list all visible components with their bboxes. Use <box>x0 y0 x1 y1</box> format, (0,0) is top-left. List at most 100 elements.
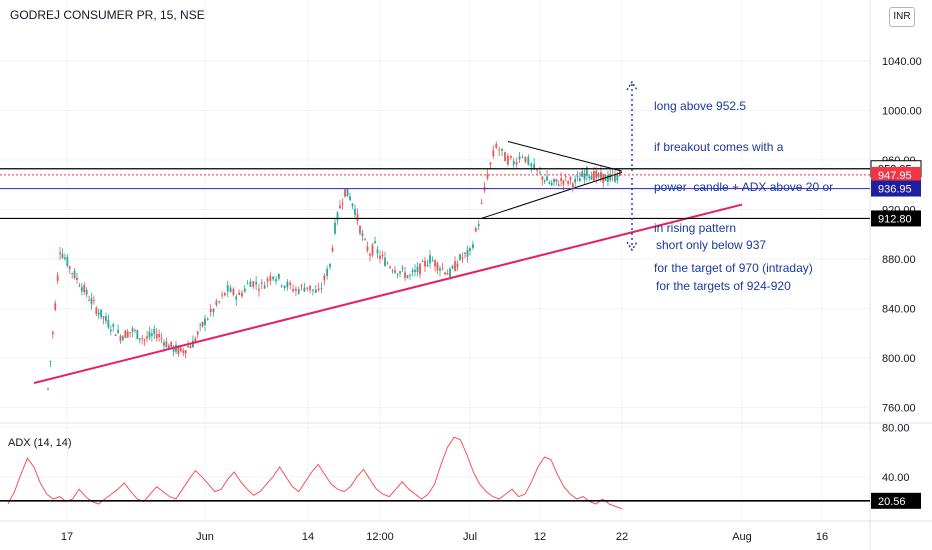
candle-body <box>466 249 469 257</box>
candle-body <box>192 340 194 348</box>
candle-body <box>215 300 218 305</box>
note-line: in rising pattern <box>654 220 737 235</box>
candle-body <box>61 254 64 258</box>
candle-body <box>501 148 503 151</box>
last-price-price-label-box <box>871 166 921 183</box>
candle-body <box>66 257 69 267</box>
candle-body <box>141 338 144 340</box>
price-tick-label: 1040.00 <box>882 56 922 68</box>
candle-body <box>498 149 501 151</box>
candle-body <box>309 285 312 291</box>
candle-body <box>507 155 509 165</box>
candle-body <box>182 350 185 353</box>
candle-body <box>459 254 461 260</box>
candle-body <box>131 328 134 332</box>
candle-body <box>391 270 394 272</box>
candle-body <box>201 322 204 327</box>
candle-body <box>102 316 105 319</box>
candle-body <box>109 329 112 332</box>
support-price-label: 912.80 <box>878 213 912 225</box>
candle-body <box>179 347 182 352</box>
candle-body <box>199 324 202 326</box>
candle-body <box>595 171 598 178</box>
time-tick-label: 12:00 <box>366 531 394 543</box>
time-tick-label: Aug <box>732 531 752 543</box>
candle-body <box>269 275 272 281</box>
candle-body <box>204 318 206 326</box>
candle-body <box>187 346 189 348</box>
down-arrow-head <box>626 241 638 252</box>
candle-body <box>344 189 346 197</box>
note-line: power candle + ADX above 20 or <box>654 180 834 194</box>
short-note: short only below 937 for the targets of … <box>656 212 791 307</box>
candle-body <box>569 177 572 181</box>
candle-body <box>114 334 117 337</box>
candle-body <box>597 173 600 177</box>
candle-body <box>232 288 235 295</box>
candle-body <box>126 331 129 338</box>
currency-badge[interactable]: INR <box>889 7 915 27</box>
candle-body <box>129 332 132 333</box>
candle-body <box>396 273 399 275</box>
adx-line <box>7 436 623 510</box>
candle-body <box>361 233 364 237</box>
candle-body <box>76 277 78 280</box>
candle-body <box>560 178 562 181</box>
candle-body <box>218 301 221 303</box>
candle-body <box>446 273 449 275</box>
candle-body <box>88 300 90 301</box>
candle-body <box>148 331 151 338</box>
candle-body <box>107 320 110 328</box>
candle-body <box>163 342 165 346</box>
adx-tick-label: 40.00 <box>882 472 910 484</box>
candle-body <box>272 276 275 280</box>
candle-body <box>444 272 446 275</box>
candle-body <box>263 285 266 289</box>
candle-body <box>351 203 354 207</box>
candle-body <box>571 183 574 188</box>
candle-body <box>399 271 401 274</box>
price-tick-label: 880.00 <box>882 254 916 266</box>
candle-body <box>146 336 148 339</box>
candle-body <box>78 285 81 287</box>
candle-body <box>419 263 421 275</box>
candle-body <box>424 260 426 267</box>
candle-body <box>300 285 303 286</box>
time-tick-label: 12 <box>534 531 546 543</box>
candle-body <box>553 178 555 183</box>
time-tick-label: 17 <box>61 531 73 543</box>
candle-body <box>260 282 263 284</box>
candle-body <box>436 262 439 271</box>
candle-body <box>541 176 544 180</box>
candle-body <box>277 273 280 279</box>
candle-body <box>557 184 560 186</box>
candle-body <box>212 308 215 313</box>
candle-body <box>329 263 331 267</box>
candle-body <box>235 296 238 300</box>
candle-body <box>539 172 541 174</box>
time-tick-label: 14 <box>302 531 314 543</box>
price-tick-label: 1000.00 <box>882 105 922 117</box>
candle-body <box>134 330 136 332</box>
candle-body <box>155 333 158 339</box>
candle-body <box>394 270 396 273</box>
time-tick-label: Jul <box>463 531 477 543</box>
candle-body <box>451 266 454 269</box>
candle-body <box>177 346 180 355</box>
candle-body <box>416 266 419 272</box>
candle-body <box>306 287 309 289</box>
candle-body <box>246 283 249 285</box>
candle-body <box>384 257 386 266</box>
candle-body <box>121 336 124 340</box>
candle-body <box>336 212 339 221</box>
candle-body <box>585 167 588 176</box>
candle-body <box>543 180 546 182</box>
candle-body <box>138 338 141 340</box>
blue-level-price-label: 936.95 <box>878 184 912 196</box>
rising-trendline <box>33 203 743 385</box>
candle-body <box>530 163 533 167</box>
chart-title: GODREJ CONSUMER PR, 15, NSE <box>10 8 205 22</box>
candle-body <box>314 289 317 293</box>
candle-body <box>474 228 477 232</box>
